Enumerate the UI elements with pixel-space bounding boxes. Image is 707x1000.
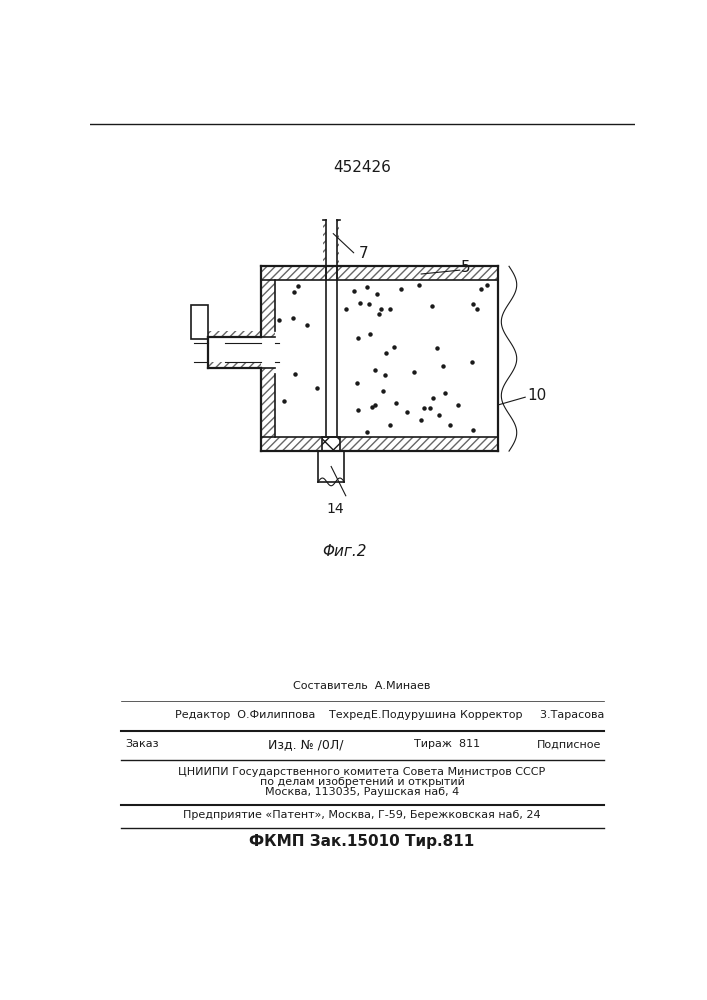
- Bar: [261, 266, 326, 280]
- Text: Подписное: Подписное: [537, 739, 601, 749]
- Bar: [208, 362, 261, 368]
- Text: 452426: 452426: [333, 160, 391, 175]
- Bar: [275, 280, 498, 437]
- Bar: [261, 280, 275, 337]
- Text: Изд. № /0Л/: Изд. № /0Л/: [268, 738, 344, 751]
- Bar: [208, 331, 261, 337]
- Bar: [337, 266, 498, 280]
- Bar: [261, 266, 498, 280]
- Bar: [337, 220, 339, 280]
- Text: Москва, 113035, Раушская наб, 4: Москва, 113035, Раушская наб, 4: [265, 787, 459, 797]
- Text: Предприятие «Патент», Москва, Г-59, Бережковская наб, 24: Предприятие «Патент», Москва, Г-59, Бере…: [183, 810, 541, 820]
- Bar: [261, 437, 498, 451]
- Text: 14: 14: [326, 502, 344, 516]
- Text: Φиг.2: Φиг.2: [322, 544, 366, 559]
- Text: 7: 7: [359, 246, 368, 261]
- Text: 10: 10: [527, 388, 547, 403]
- Text: Заказ: Заказ: [125, 739, 158, 749]
- Text: по делам изобретений и открытий: по делам изобретений и открытий: [259, 777, 464, 787]
- Bar: [261, 368, 275, 437]
- Bar: [322, 437, 340, 451]
- Text: Корректор     3.Тарасова: Корректор 3.Тарасова: [460, 710, 604, 720]
- Text: ЦНИИПИ Государственного комитета Совета Министров СССР: ЦНИИПИ Государственного комитета Совета …: [178, 767, 546, 777]
- Bar: [324, 220, 326, 280]
- Text: Тираж  811: Тираж 811: [414, 739, 479, 749]
- Text: Редактор  О.Филиппова: Редактор О.Филиппова: [175, 710, 315, 720]
- Text: ФКМП Зак.15010 Тир.811: ФКМП Зак.15010 Тир.811: [250, 834, 474, 849]
- Bar: [191, 305, 208, 339]
- Text: ТехредЕ.Подурушина: ТехредЕ.Подурушина: [329, 710, 456, 720]
- Text: Составитель  А.Минаев: Составитель А.Минаев: [293, 681, 431, 691]
- Text: 5: 5: [461, 260, 471, 275]
